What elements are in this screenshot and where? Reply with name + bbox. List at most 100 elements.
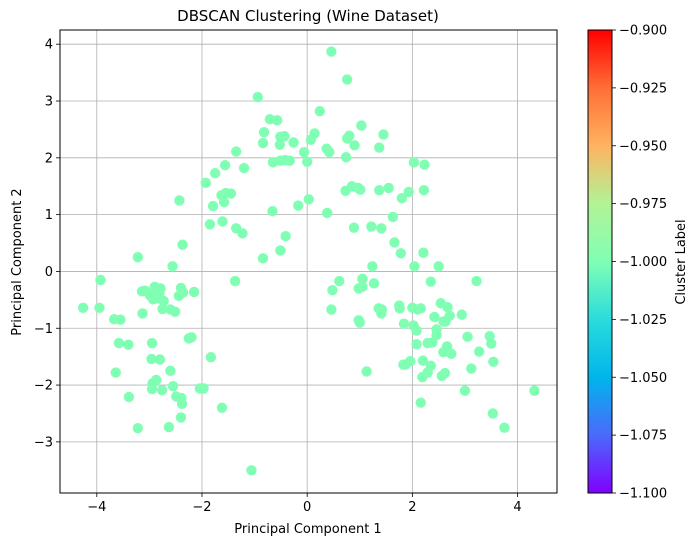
colorbar-tick-label: −1.100 [619, 487, 667, 502]
data-point [267, 157, 279, 168]
data-point [167, 380, 179, 392]
chart-title: DBSCAN Clustering (Wine Dataset) [177, 7, 439, 25]
data-point [154, 354, 166, 365]
data-point [376, 308, 387, 319]
y-tick-label: 1 [45, 208, 53, 223]
data-point [473, 346, 485, 357]
data-point [367, 261, 378, 272]
data-point [456, 309, 468, 320]
data-point [216, 402, 228, 413]
data-point [246, 465, 257, 476]
data-point [459, 385, 471, 396]
data-point [374, 142, 385, 153]
data-point [305, 134, 317, 145]
data-point [348, 222, 360, 233]
data-point [94, 302, 105, 313]
data-point [175, 412, 187, 423]
data-point [486, 338, 497, 349]
data-point [396, 192, 408, 204]
data-point [412, 304, 423, 315]
data-point [411, 325, 422, 336]
data-point [237, 228, 248, 239]
data-point [267, 206, 278, 217]
data-point [321, 207, 333, 219]
data-point [387, 211, 399, 223]
data-point [219, 160, 231, 171]
data-point [137, 308, 148, 319]
data-point [146, 337, 158, 349]
data-point [340, 185, 351, 196]
data-point [471, 275, 482, 287]
colorbar-tick-label: −0.925 [619, 81, 667, 96]
plot-background [60, 30, 557, 493]
data-point [230, 146, 242, 157]
data-point [354, 317, 365, 328]
y-tick-label: −3 [34, 435, 53, 450]
data-point [188, 286, 200, 298]
colorbar-tick-label: −1.025 [619, 313, 667, 328]
data-point [147, 294, 159, 305]
data-point [167, 261, 178, 272]
data-point [446, 348, 457, 360]
x-tick-label: 0 [303, 500, 311, 515]
data-point [376, 223, 387, 234]
data-point [95, 274, 106, 286]
data-point [301, 156, 313, 167]
data-point [374, 185, 385, 196]
y-tick-label: −1 [34, 322, 53, 337]
data-point [378, 129, 389, 140]
data-point [275, 245, 286, 256]
data-point [394, 303, 405, 314]
data-point [466, 363, 477, 374]
data-point [341, 74, 353, 85]
data-point [418, 185, 430, 196]
data-point [298, 146, 310, 158]
data-point [136, 286, 148, 297]
x-tick-label: 2 [408, 500, 416, 515]
colorbar-tick-label: −1.000 [619, 255, 667, 270]
data-point [146, 383, 158, 395]
data-point [425, 276, 436, 287]
data-point [173, 290, 185, 302]
colorbar-tick-label: −1.075 [619, 429, 667, 444]
data-point [326, 304, 337, 315]
data-point [356, 120, 367, 131]
data-point [439, 367, 451, 379]
data-point [146, 353, 157, 365]
data-point [429, 311, 440, 323]
data-point [163, 421, 175, 433]
x-tick-label: −4 [87, 500, 106, 515]
data-point [217, 216, 228, 227]
data-point [123, 339, 134, 350]
y-axis-label: Principal Component 2 [10, 188, 25, 335]
data-point [398, 359, 409, 370]
y-tick-label: −2 [34, 379, 53, 394]
data-point [176, 398, 188, 410]
data-point [488, 356, 499, 367]
data-point [274, 139, 286, 150]
y-tick-label: 3 [45, 95, 53, 110]
data-point [218, 196, 230, 208]
data-point [225, 188, 237, 199]
data-point [110, 367, 121, 378]
data-point [229, 275, 241, 287]
data-point [529, 385, 540, 396]
data-point [435, 298, 446, 309]
data-point [123, 391, 135, 403]
data-point [171, 391, 182, 402]
data-point [344, 130, 355, 141]
data-point [113, 337, 125, 349]
data-point [279, 154, 291, 166]
data-point [132, 252, 144, 263]
x-tick-label: −2 [192, 500, 211, 515]
data-point [366, 221, 377, 232]
data-point [324, 146, 335, 158]
data-point [361, 366, 372, 377]
data-point [418, 247, 429, 258]
data-point [398, 318, 410, 329]
y-tick-label: 4 [45, 38, 53, 53]
data-point [204, 219, 216, 230]
data-point [433, 261, 444, 272]
data-point [238, 162, 250, 174]
